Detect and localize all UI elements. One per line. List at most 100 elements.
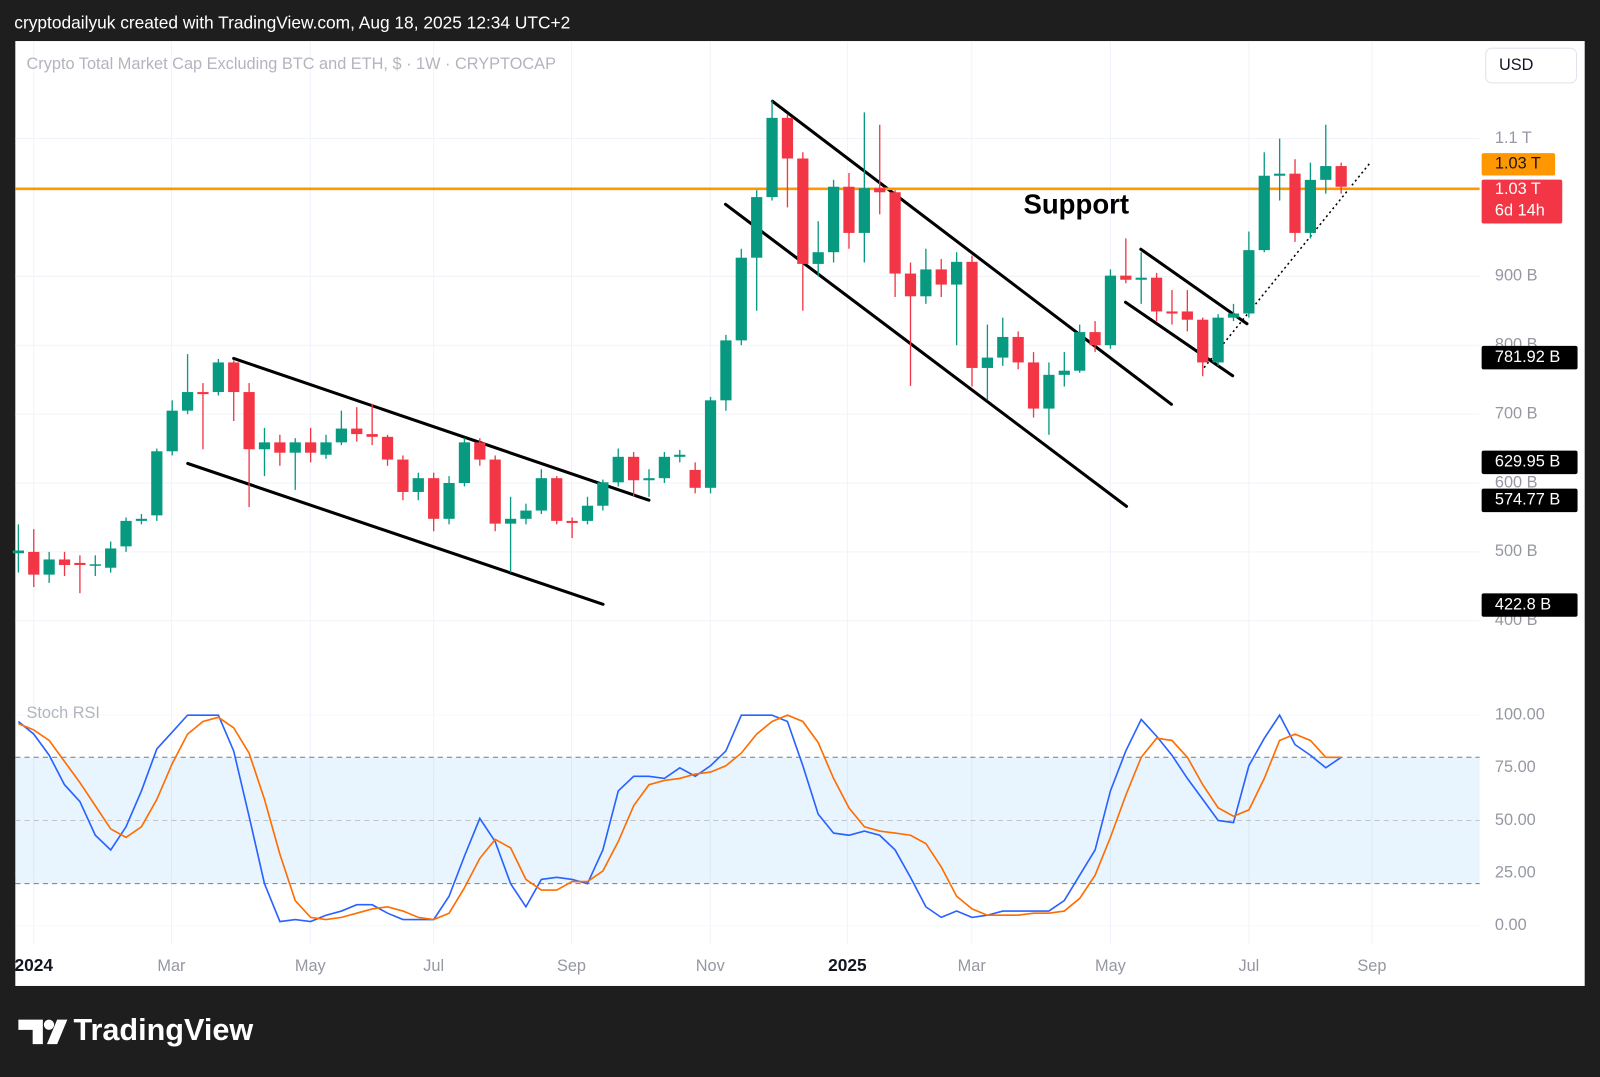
x-tick-label: Mar: [958, 957, 987, 975]
candle-body: [674, 454, 686, 457]
price-label-text: 781.92 B: [1495, 348, 1560, 366]
candle-body: [166, 410, 178, 452]
price-tag: [1481, 153, 1556, 176]
x-tick-label: Jul: [423, 957, 444, 975]
y-tick-label: 900 B: [1495, 267, 1538, 285]
candle-body: [458, 442, 471, 483]
candle-body: [197, 392, 209, 395]
candle-body: [1335, 166, 1347, 187]
y-tick-label: 700 B: [1495, 404, 1538, 422]
candle-body: [1304, 179, 1317, 233]
trend-line: [1123, 300, 1235, 378]
candle-body: [858, 188, 870, 233]
candle-body: [535, 478, 547, 511]
header-text: cryptodailyuk created with TradingView.c…: [14, 12, 570, 32]
y-tick-label: 75.00: [1495, 758, 1536, 776]
candle-body: [43, 559, 55, 575]
candle-body: [551, 478, 563, 521]
footer-logo-icon: [18, 1019, 68, 1045]
dotted-trend-line: [1203, 161, 1372, 369]
candle-body: [827, 186, 840, 253]
candle-body: [489, 459, 501, 524]
candle-body: [766, 117, 778, 198]
candle-body: [258, 442, 271, 450]
candle-body: [951, 261, 963, 285]
candle-body: [966, 261, 978, 368]
candle-body: [1043, 374, 1055, 409]
candle-body: [704, 400, 717, 488]
candle-body: [658, 456, 671, 479]
candle-body: [1197, 319, 1209, 363]
candle-body: [1320, 166, 1332, 180]
candle-body: [920, 269, 932, 297]
indicator-legend: Stoch RSI: [27, 704, 100, 722]
countdown-label: 6d 14h: [1495, 202, 1545, 220]
candle-body: [397, 459, 409, 492]
price-label-tag: [1481, 450, 1578, 475]
candle-body: [812, 252, 824, 264]
candle-body: [305, 442, 317, 453]
annotation: Support: [1023, 189, 1129, 220]
candle-body: [105, 548, 117, 568]
candle-body: [381, 436, 394, 460]
candle-body: [135, 518, 148, 521]
candle-body: [181, 392, 194, 411]
candle-body: [1150, 277, 1163, 312]
candle-body: [1274, 173, 1286, 176]
trend-line: [1139, 247, 1249, 326]
trend-line: [770, 99, 1173, 406]
candle-body: [1089, 332, 1101, 346]
candle-body: [1058, 370, 1070, 375]
candle-body: [1104, 275, 1117, 346]
y-tick-label: 0.00: [1495, 916, 1527, 934]
price-label-tag: [1481, 593, 1578, 617]
indicator-line: [18, 714, 1342, 921]
candle-body: [366, 434, 378, 437]
candle-body: [1120, 275, 1132, 280]
price-label-tag: [1481, 345, 1578, 370]
x-tick-label: 2024: [14, 955, 53, 975]
currency-button[interactable]: [1485, 47, 1578, 84]
candle-body: [58, 559, 71, 565]
price-label-text: 629.95 B: [1495, 453, 1560, 471]
candle-body: [335, 428, 347, 443]
candle-body: [443, 482, 455, 519]
candle-body: [904, 273, 917, 297]
indicator-line: [17, 713, 1342, 923]
candle-body: [320, 442, 332, 455]
candle-body: [735, 257, 747, 341]
candle-body: [997, 336, 1009, 358]
footer-logo: TradingView: [73, 1013, 253, 1047]
candle-body: [504, 518, 517, 524]
candle-body: [1166, 311, 1178, 314]
candle-body: [981, 357, 994, 368]
candle-body: [520, 510, 532, 519]
x-tick-label: Mar: [157, 957, 186, 975]
price-label-text: 574.77 B: [1495, 491, 1560, 509]
candle-body: [889, 192, 901, 274]
trend-line: [186, 461, 605, 606]
candle-body: [612, 456, 624, 483]
candle-body: [597, 482, 609, 506]
candle-body: [474, 442, 486, 460]
candle-body: [874, 188, 886, 193]
x-tick-label: Nov: [696, 957, 726, 975]
tags-layer: 1.03 T 1.03 T 6d 14h 781.92 B 629.95 B 574.77…: [1481, 153, 1578, 617]
price-tag-label: 1.03 T: [1495, 155, 1541, 173]
chart-legend: Crypto Total Market Cap Excluding BTC an…: [27, 55, 557, 73]
x-tick-label: 2025: [828, 955, 867, 975]
candle-body: [28, 551, 40, 575]
x-tick-label: Sep: [1357, 957, 1386, 975]
y-tick-label: 600 B: [1495, 473, 1538, 491]
candle-body: [1212, 317, 1224, 363]
candle-body: [412, 478, 424, 492]
candle-body: [1027, 362, 1040, 409]
candle-body: [1289, 173, 1301, 233]
y-tick-label: 500 B: [1495, 542, 1538, 560]
x-tick-label: May: [295, 957, 327, 975]
candle-body: [843, 186, 855, 233]
currency-label[interactable]: USD: [1499, 56, 1533, 74]
candle-body: [581, 505, 594, 521]
